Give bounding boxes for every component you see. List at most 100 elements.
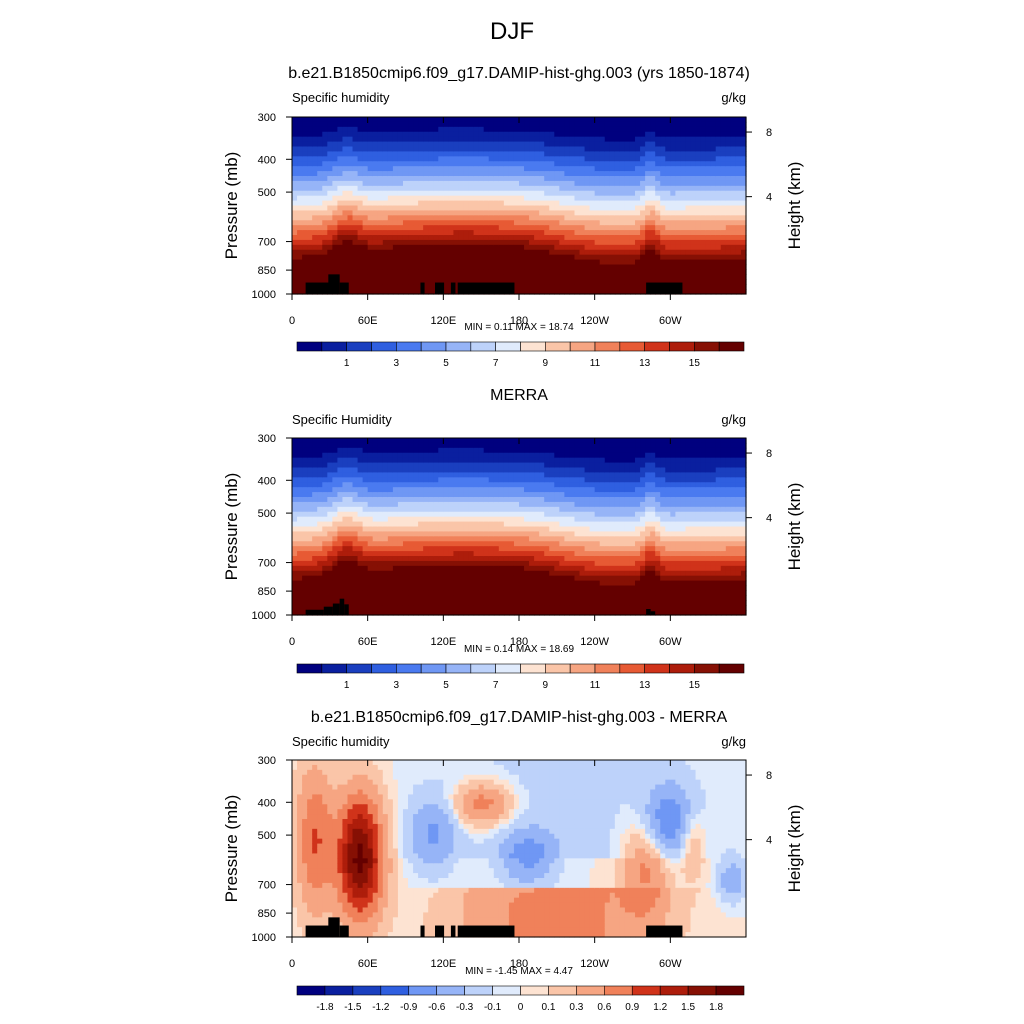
heatmap-cell bbox=[473, 580, 480, 587]
heatmap-cell bbox=[549, 126, 555, 133]
heatmap-cell bbox=[508, 531, 515, 537]
heatmap-cell bbox=[372, 506, 379, 513]
heatmap-cell bbox=[695, 205, 702, 212]
heatmap-cell bbox=[539, 269, 545, 275]
heatmap-cell bbox=[392, 131, 399, 138]
heatmap-cell bbox=[554, 210, 560, 216]
heatmap-cell bbox=[498, 570, 505, 577]
heatmap-cell bbox=[317, 541, 323, 547]
heatmap-cell bbox=[488, 506, 495, 513]
heatmap-cell bbox=[357, 249, 364, 256]
heatmap-cell bbox=[710, 274, 717, 280]
heatmap-cell bbox=[458, 225, 465, 231]
heatmap-cell bbox=[498, 121, 505, 128]
heatmap-cell bbox=[342, 560, 349, 567]
heatmap-cell bbox=[402, 269, 409, 275]
heatmap-cell bbox=[297, 279, 303, 285]
heatmap-cell bbox=[307, 180, 313, 187]
heatmap-cell bbox=[584, 244, 591, 251]
heatmap-cell bbox=[352, 220, 359, 226]
heatmap-cell bbox=[468, 131, 475, 138]
heatmap-cell bbox=[312, 590, 318, 596]
heatmap-cell bbox=[640, 249, 646, 256]
heatmap-cell bbox=[468, 171, 475, 177]
heatmap-cell bbox=[382, 472, 389, 478]
heatmap-cell bbox=[483, 605, 490, 611]
heatmap-cell bbox=[559, 269, 565, 275]
heatmap-cell bbox=[408, 166, 414, 172]
heatmap-cell bbox=[428, 269, 434, 275]
heatmap-cell bbox=[448, 151, 455, 157]
heatmap-cell bbox=[498, 161, 505, 167]
heatmap-cell bbox=[418, 472, 424, 478]
heatmap-cell bbox=[397, 279, 404, 285]
heatmap-cell bbox=[453, 482, 460, 488]
heatmap-cell bbox=[594, 274, 601, 280]
heatmap-cell bbox=[367, 487, 374, 493]
heatmap-cell bbox=[569, 146, 576, 153]
heatmap-cell bbox=[529, 230, 535, 236]
heatmap-cell bbox=[443, 166, 449, 172]
heatmap-cell bbox=[493, 595, 500, 601]
heatmap-cell bbox=[408, 575, 414, 582]
heatmap-cell bbox=[614, 136, 621, 143]
heatmap-cell bbox=[488, 264, 495, 271]
heatmap-cell bbox=[503, 565, 510, 572]
heatmap-cell bbox=[342, 215, 349, 221]
heatmap-cell bbox=[569, 121, 576, 128]
heatmap-cell bbox=[473, 185, 480, 192]
heatmap-cell bbox=[503, 156, 510, 162]
heatmap-cell bbox=[362, 575, 369, 582]
heatmap-cell bbox=[423, 279, 429, 285]
heatmap-cell bbox=[473, 531, 480, 537]
heatmap-cell bbox=[357, 482, 364, 488]
heatmap-cell bbox=[650, 244, 656, 251]
heatmap-cell bbox=[377, 254, 384, 261]
heatmap-cell bbox=[675, 195, 682, 202]
heatmap-cell bbox=[579, 244, 586, 251]
heatmap-cell bbox=[478, 526, 485, 533]
heatmap-cell bbox=[342, 141, 349, 148]
heatmap-cell bbox=[483, 239, 490, 246]
colorbar-bin bbox=[569, 341, 596, 352]
heatmap-cell bbox=[357, 556, 364, 562]
heatmap-cell bbox=[473, 590, 480, 596]
heatmap-cell bbox=[519, 180, 525, 187]
heatmap-cell bbox=[372, 230, 379, 236]
heatmap-cell bbox=[534, 239, 540, 246]
heatmap-cell bbox=[337, 161, 344, 167]
heatmap-cell bbox=[453, 264, 460, 271]
heatmap-cell bbox=[312, 546, 318, 552]
heatmap-cell bbox=[680, 176, 687, 182]
heatmap-cell bbox=[392, 151, 399, 157]
heatmap-cell bbox=[554, 220, 560, 226]
heatmap-cell bbox=[705, 205, 712, 212]
heatmap-cell bbox=[327, 210, 333, 216]
heatmap-cell bbox=[402, 462, 409, 469]
heatmap-cell bbox=[559, 205, 565, 212]
heatmap-cell bbox=[418, 506, 424, 513]
heatmap-cell bbox=[302, 126, 308, 133]
heatmap-cell bbox=[297, 166, 303, 172]
heatmap-cell bbox=[453, 244, 460, 251]
heatmap-cell bbox=[292, 487, 298, 493]
heatmap-cell bbox=[524, 210, 530, 216]
heatmap-cell bbox=[700, 126, 707, 133]
heatmap-cell bbox=[307, 156, 313, 162]
heatmap-cell bbox=[524, 131, 530, 138]
heatmap-cell bbox=[367, 590, 374, 596]
heatmap-cell bbox=[594, 239, 601, 246]
heatmap-cell bbox=[670, 220, 676, 226]
heatmap-cell bbox=[428, 176, 434, 182]
heatmap-cell bbox=[488, 185, 495, 192]
heatmap-cell bbox=[488, 565, 495, 572]
heatmap-cell bbox=[488, 452, 495, 459]
heatmap-cell bbox=[700, 161, 707, 167]
heatmap-cell bbox=[468, 556, 475, 562]
heatmap-cell bbox=[332, 477, 338, 483]
heatmap-cell bbox=[453, 239, 460, 246]
heatmap-cell bbox=[468, 560, 475, 567]
heatmap-cell bbox=[292, 497, 298, 503]
heatmap-cell bbox=[624, 136, 631, 143]
heatmap-cell bbox=[604, 171, 611, 177]
